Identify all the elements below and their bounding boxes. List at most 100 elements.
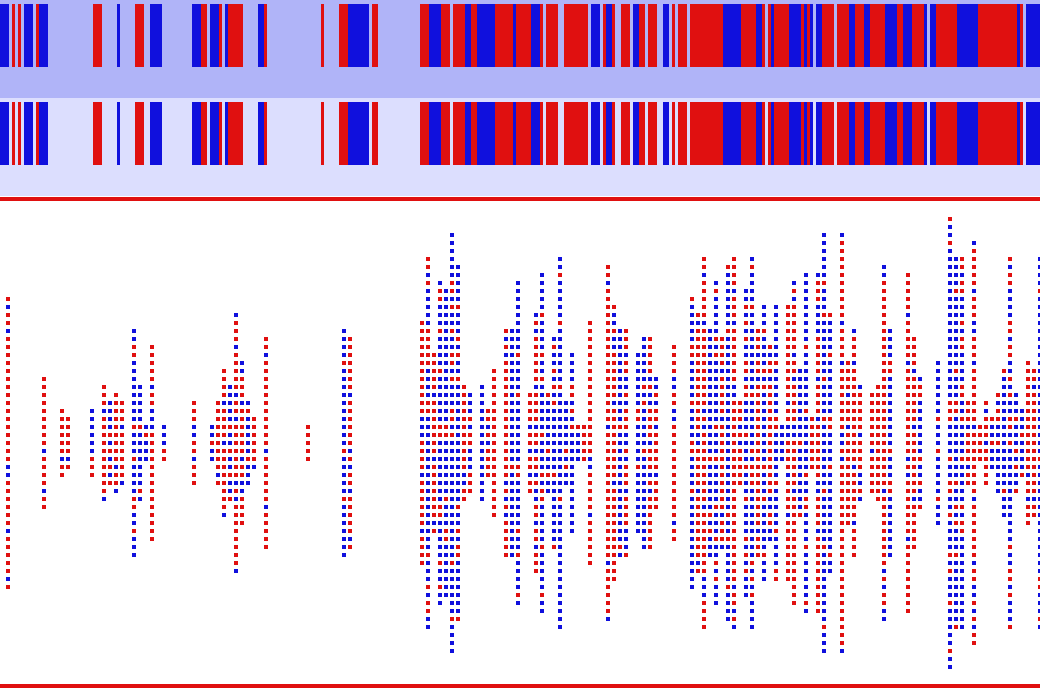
detail-dash xyxy=(618,489,622,493)
detail-dash xyxy=(240,361,244,365)
detail-dash xyxy=(822,489,826,493)
detail-dash xyxy=(606,609,610,613)
detail-dash xyxy=(588,513,592,517)
overview-stripe xyxy=(780,102,789,165)
overview-track-bottom[interactable] xyxy=(0,98,1040,196)
overview-track-top[interactable] xyxy=(0,0,1040,98)
detail-dash xyxy=(822,369,826,373)
overview-stripe xyxy=(39,102,48,165)
detail-dash xyxy=(990,457,994,461)
detail-dash xyxy=(588,537,592,541)
detail-dash xyxy=(882,353,886,357)
detail-dash xyxy=(1020,473,1024,477)
detail-dash xyxy=(744,297,748,301)
detail-dash xyxy=(510,473,514,477)
detail-dash xyxy=(906,473,910,477)
detail-dash xyxy=(510,465,514,469)
detail-dash xyxy=(648,425,652,429)
detail-dash xyxy=(984,433,988,437)
detail-dash xyxy=(774,545,778,549)
detail-dash xyxy=(114,425,118,429)
overview-stripe xyxy=(756,102,759,165)
detail-dash xyxy=(744,473,748,477)
detail-dash xyxy=(618,337,622,341)
detail-dash xyxy=(642,537,646,541)
detail-dash xyxy=(744,385,748,389)
detail-dash xyxy=(714,289,718,293)
detail-dash xyxy=(534,465,538,469)
detail-dash xyxy=(744,441,748,445)
detail-dash xyxy=(240,441,244,445)
detail-dash xyxy=(516,361,520,365)
detail-dash xyxy=(702,617,706,621)
detail-dash xyxy=(606,265,610,269)
detail-dash xyxy=(636,513,640,517)
detail-dash xyxy=(720,401,724,405)
detail-dash xyxy=(246,417,250,421)
detail-dash xyxy=(726,289,730,293)
detail-dash xyxy=(1038,337,1040,341)
detail-dash xyxy=(138,465,142,469)
detail-dash xyxy=(552,369,556,373)
detail-dash xyxy=(1008,417,1012,421)
detail-dash xyxy=(702,457,706,461)
detail-dash xyxy=(822,481,826,485)
detail-dash xyxy=(516,297,520,301)
detail-dash xyxy=(732,617,736,621)
detail-dash xyxy=(462,497,466,501)
detail-dash xyxy=(558,569,562,573)
detail-dash xyxy=(570,417,574,421)
detail-dash xyxy=(954,377,958,381)
detail-dash xyxy=(948,225,952,229)
detail-dash xyxy=(768,457,772,461)
detail-dash xyxy=(246,433,250,437)
detail-dash xyxy=(642,545,646,549)
detail-dash xyxy=(690,577,694,581)
detail-dash xyxy=(882,449,886,453)
detail-dash xyxy=(762,353,766,357)
detail-dash xyxy=(234,313,238,317)
detail-dash xyxy=(450,609,454,613)
detail-dash xyxy=(762,513,766,517)
detail-dash xyxy=(42,377,46,381)
detail-dash xyxy=(1026,465,1030,469)
detail-dash xyxy=(228,409,232,413)
detail-dash xyxy=(342,505,346,509)
detail-dash xyxy=(744,513,748,517)
detail-dash xyxy=(954,569,958,573)
detail-dash xyxy=(918,497,922,501)
detail-dash xyxy=(816,609,820,613)
detail-panel[interactable] xyxy=(0,197,1040,693)
detail-dash xyxy=(804,377,808,381)
detail-dash xyxy=(672,345,676,349)
detail-dash xyxy=(540,329,544,333)
detail-dash xyxy=(510,529,514,533)
detail-dash xyxy=(1038,577,1040,581)
detail-dash xyxy=(612,529,616,533)
detail-dash xyxy=(510,553,514,557)
detail-dash xyxy=(6,537,10,541)
overview-stripe xyxy=(219,102,222,165)
detail-dash xyxy=(804,457,808,461)
detail-dash xyxy=(672,473,676,477)
detail-dash xyxy=(972,529,976,533)
detail-dash xyxy=(816,337,820,341)
detail-dash xyxy=(792,369,796,373)
detail-dash xyxy=(612,473,616,477)
detail-dash xyxy=(732,265,736,269)
detail-dash xyxy=(822,609,826,613)
detail-dash xyxy=(1032,401,1036,405)
detail-dash xyxy=(438,289,442,293)
detail-dash xyxy=(456,281,460,285)
detail-dash xyxy=(144,441,148,445)
detail-dash xyxy=(948,257,952,261)
detail-dash xyxy=(534,537,538,541)
detail-dash xyxy=(222,481,226,485)
detail-dash xyxy=(480,481,484,485)
detail-dash xyxy=(132,361,136,365)
detail-dash xyxy=(246,441,250,445)
detail-dash xyxy=(756,425,760,429)
overview-stripe xyxy=(567,4,576,67)
detail-dash xyxy=(462,393,466,397)
detail-dash xyxy=(738,433,742,437)
